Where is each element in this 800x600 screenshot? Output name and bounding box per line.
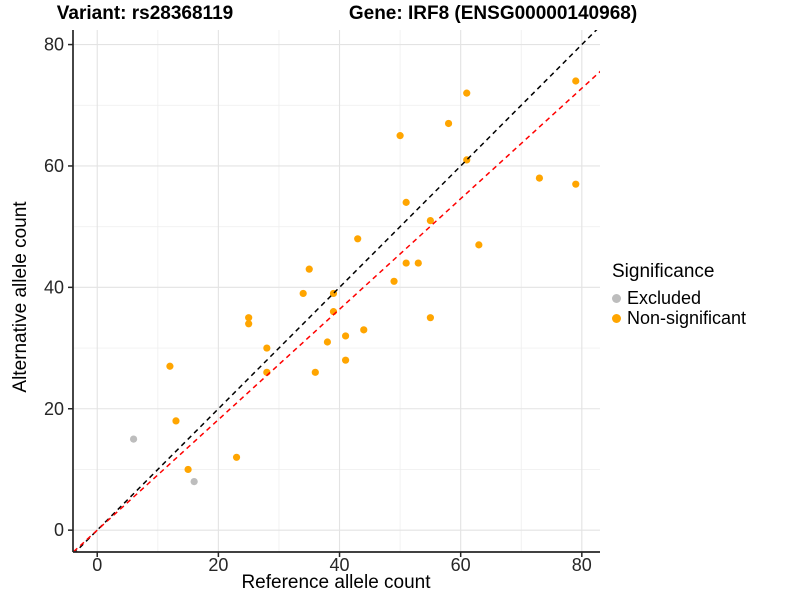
legend: Significance Excluded Non-significant <box>612 261 746 328</box>
data-point-non-significant <box>305 265 313 273</box>
y-tick-label-2: 40 <box>44 277 64 297</box>
x-tick-label-1: 20 <box>208 555 228 575</box>
legend-dot-excluded <box>612 293 621 303</box>
data-point-non-significant <box>360 326 368 334</box>
data-point-non-significant <box>396 132 404 140</box>
data-point-non-significant <box>572 77 580 85</box>
data-point-non-significant <box>245 320 253 328</box>
data-point-excluded <box>190 477 198 486</box>
identity-line <box>74 30 598 552</box>
data-point-non-significant <box>475 241 483 249</box>
data-point-non-significant <box>463 89 471 97</box>
data-point-non-significant <box>245 314 253 322</box>
plot-title-variant: Variant: rs28368119 <box>56 3 234 24</box>
y-axis-title: Alternative allele count <box>10 201 31 393</box>
legend-dot-non-significant <box>612 313 621 323</box>
legend-items: Excluded Non-significant <box>612 288 746 328</box>
plot-title-gene: Gene: IRF8 (ENSG00000140968) <box>348 3 638 24</box>
data-point-non-significant <box>263 344 271 352</box>
data-point-non-significant <box>166 362 174 370</box>
x-tick-label-0: 0 <box>92 555 102 575</box>
data-point-non-significant <box>299 289 307 298</box>
x-axis-title: Reference allele count <box>241 572 431 593</box>
data-point-non-significant <box>535 174 544 182</box>
legend-label-non-significant: Non-significant <box>627 307 747 328</box>
regression-line <box>73 70 600 552</box>
data-point-non-significant <box>311 368 319 376</box>
data-point-non-significant <box>354 235 362 243</box>
legend-item-excluded: Excluded <box>612 288 746 308</box>
data-point-non-significant <box>426 314 434 322</box>
data-point-non-significant <box>184 465 192 474</box>
data-point-non-significant <box>414 259 422 267</box>
data-point-excluded <box>129 435 138 443</box>
x-tick-label-2: 40 <box>330 555 350 575</box>
y-tick-label-3: 60 <box>44 156 64 176</box>
data-point-non-significant <box>232 453 241 461</box>
y-tick-label-0: 0 <box>54 520 64 540</box>
data-point-non-significant <box>341 332 350 340</box>
data-point-non-significant <box>426 216 434 225</box>
data-point-non-significant <box>444 119 453 128</box>
legend-title: Significance <box>612 261 715 282</box>
data-point-non-significant <box>402 198 410 206</box>
data-point-non-significant <box>341 356 350 364</box>
data-point-non-significant <box>323 338 332 346</box>
y-tick-label-1: 20 <box>44 399 64 419</box>
data-point-non-significant <box>172 417 180 425</box>
data-point-non-significant <box>390 277 398 285</box>
data-point-non-significant <box>402 259 410 267</box>
x-tick-label-4: 80 <box>572 555 592 575</box>
x-tick-label-3: 60 <box>451 555 471 575</box>
y-tick-label-4: 80 <box>44 35 64 55</box>
legend-label-excluded: Excluded <box>627 287 702 308</box>
data-point-non-significant <box>572 180 580 188</box>
legend-item-non-significant: Non-significant <box>612 308 746 328</box>
